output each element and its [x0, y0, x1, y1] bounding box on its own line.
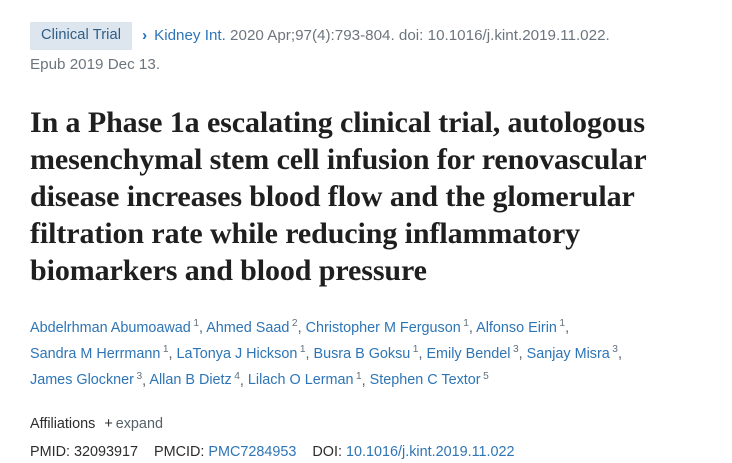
author-entry: Ahmed Saad 2	[206, 318, 298, 336]
author-link[interactable]: Abdelrhman Abumoawad	[30, 319, 191, 336]
author-separator: ,	[565, 319, 570, 336]
author-entry: Lilach O Lerman 1	[247, 370, 362, 389]
author-entry: Stephen C Textor 5	[369, 370, 489, 389]
author-separator: ,	[168, 346, 177, 363]
identifier-label: PMID:	[30, 443, 74, 460]
plus-icon: +	[104, 415, 113, 432]
author-affiliation-superscript[interactable]: 1	[412, 344, 419, 356]
author-entry: Emily Bendel 3	[426, 344, 519, 363]
author-entry: Busra B Goksu 1	[313, 344, 419, 363]
author-link[interactable]: Ahmed Saad	[206, 319, 290, 336]
author-link[interactable]: Allan B Dietz	[149, 372, 232, 389]
author-affiliation-superscript[interactable]: 1	[559, 318, 566, 329]
author-affiliation-superscript[interactable]: 3	[136, 370, 143, 382]
page-title: In a Phase 1a escalating clinical trial,…	[30, 106, 647, 287]
author-link[interactable]: Christopher M Ferguson	[305, 319, 461, 336]
citation-details: 2020 Apr;97(4):793-804. doi: 10.1016/j.k…	[225, 27, 610, 44]
author-affiliation-superscript[interactable]: 1	[299, 344, 306, 356]
author-separator: ,	[198, 319, 207, 336]
publication-type-badge[interactable]: Clinical Trial	[30, 22, 133, 50]
identifier-link[interactable]: PMC7284953	[208, 443, 297, 460]
author-separator: ,	[297, 319, 306, 336]
author-link[interactable]: Lilach O Lerman	[247, 372, 354, 389]
author-link[interactable]: Sandra M Herrmann	[30, 346, 161, 363]
author-affiliation-superscript[interactable]: 5	[483, 370, 489, 382]
author-link[interactable]: Emily Bendel	[426, 346, 511, 363]
expand-affiliations-button[interactable]: + expand	[104, 416, 163, 432]
author-affiliation-superscript[interactable]: 1	[463, 318, 469, 329]
author-entry: Christopher M Ferguson 1	[305, 318, 469, 336]
identifier-value: 32093917	[73, 443, 139, 460]
author-separator: ,	[518, 346, 527, 363]
author-link[interactable]: Alfonso Eirin	[476, 319, 557, 336]
author-separator: ,	[418, 346, 427, 363]
identifier-item: DOI: 10.1016/j.kint.2019.11.022	[312, 444, 514, 460]
author-link[interactable]: LaTonya J Hickson	[176, 346, 298, 363]
chevron-right-icon: ›	[142, 27, 148, 44]
author-affiliation-superscript[interactable]: 1	[162, 344, 169, 356]
author-entry: Abdelrhman Abumoawad 1	[30, 318, 199, 336]
author-separator: ,	[305, 346, 314, 363]
author-separator: ,	[239, 372, 248, 389]
author-entry: Sanjay Misra 3	[526, 344, 618, 363]
author-list: Abdelrhman Abumoawad 1, Ahmed Saad 2, Chri…	[30, 313, 704, 392]
identifier-label: DOI:	[312, 443, 346, 460]
author-entry: James Glockner 3	[30, 370, 143, 389]
author-affiliation-superscript[interactable]: 1	[193, 318, 199, 329]
author-link[interactable]: Stephen C Textor	[369, 372, 481, 389]
author-separator: ,	[468, 319, 477, 336]
author-link[interactable]: Sanjay Misra	[526, 346, 610, 363]
affiliations-label: Affiliations	[30, 415, 96, 432]
author-affiliation-superscript[interactable]: 2	[291, 318, 298, 329]
author-affiliation-superscript[interactable]: 3	[612, 344, 618, 356]
author-link[interactable]: Busra B Goksu	[313, 346, 411, 363]
author-affiliation-superscript[interactable]: 3	[512, 344, 519, 356]
author-entry: Allan B Dietz 4	[149, 370, 240, 389]
identifier-item: PMCID: PMC7284953	[154, 444, 296, 460]
identifier-link[interactable]: 10.1016/j.kint.2019.11.022	[346, 443, 515, 460]
author-entry: Alfonso Eirin 1	[476, 318, 566, 336]
journal-link[interactable]: Kidney Int.	[154, 27, 226, 44]
author-affiliation-superscript[interactable]: 1	[356, 370, 362, 382]
author-entry: Sandra M Herrmann 1	[30, 344, 169, 363]
author-entry: LaTonya J Hickson 1	[176, 344, 306, 363]
author-affiliation-superscript[interactable]: 4	[234, 370, 240, 382]
citation-block: Clinical Trial › Kidney Int. 2020 Apr;97(4…	[30, 22, 704, 78]
author-separator: ,	[142, 372, 150, 389]
expand-label: expand	[115, 415, 163, 432]
identifier-item: PMID: 32093917	[30, 444, 138, 460]
identifiers-row: PMID: 32093917 PMCID: PMC7284953 DOI: 10.1…	[30, 442, 704, 463]
affiliations-row: Affiliations + expand	[30, 414, 704, 435]
epub-date: Epub 2019 Dec 13.	[30, 56, 161, 73]
author-link[interactable]: James Glockner	[30, 372, 134, 389]
author-separator: ,	[617, 346, 622, 363]
identifier-label: PMCID:	[154, 443, 209, 460]
author-separator: ,	[361, 372, 370, 389]
